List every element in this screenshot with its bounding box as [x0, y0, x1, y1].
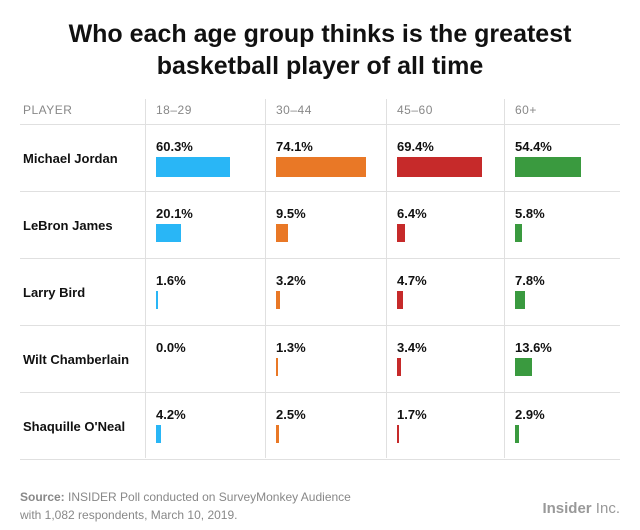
value-bar	[515, 224, 523, 242]
value-bar	[276, 157, 367, 177]
value-label: 2.9%	[515, 407, 545, 422]
value-label: 2.5%	[276, 407, 306, 422]
value-label: 3.4%	[397, 340, 427, 355]
value-bar	[276, 291, 280, 309]
value-bar	[156, 425, 162, 443]
value-bar	[276, 425, 280, 443]
value-label: 60.3%	[156, 139, 193, 154]
value-label: 54.4%	[515, 139, 552, 154]
column-header-player: PLAYER	[23, 103, 73, 117]
column-divider	[386, 99, 387, 458]
value-bar	[515, 157, 582, 177]
value-bar	[397, 157, 482, 177]
column-divider	[265, 99, 266, 458]
value-label: 5.8%	[515, 206, 545, 221]
chart-title-line-2: basketball player of all time	[156, 52, 484, 80]
value-bar	[515, 425, 519, 443]
row-divider	[20, 124, 620, 125]
value-label: 6.4%	[397, 206, 427, 221]
logo-brand: Insider	[542, 500, 592, 517]
value-bar	[397, 425, 400, 443]
value-label: 3.2%	[276, 273, 306, 288]
player-name: Michael Jordan	[23, 151, 118, 166]
insider-logo: Insider Inc.	[542, 500, 620, 517]
value-bar	[276, 358, 278, 376]
column-header-age-3: 45–60	[397, 103, 433, 117]
player-name: LeBron James	[23, 218, 113, 233]
column-header-age-2: 30–44	[276, 103, 312, 117]
column-divider	[504, 99, 505, 458]
row-divider	[20, 258, 620, 259]
value-bar	[397, 291, 403, 309]
chart-title-line-1: Who each age group thinks is the greates…	[68, 20, 572, 48]
source-text-line-2: with 1,082 respondents, March 10, 2019.	[20, 508, 238, 522]
value-label: 1.6%	[156, 273, 186, 288]
value-bar	[276, 224, 288, 242]
value-label: 74.1%	[276, 139, 313, 154]
row-divider	[20, 325, 620, 326]
value-label: 20.1%	[156, 206, 193, 221]
value-label: 13.6%	[515, 340, 552, 355]
column-header-age-4: 60+	[515, 103, 537, 117]
value-bar	[156, 157, 230, 177]
source-label: Source:	[20, 490, 65, 504]
column-header-age-1: 18–29	[156, 103, 192, 117]
player-name: Larry Bird	[23, 285, 86, 300]
value-bar	[397, 358, 402, 376]
value-label: 4.2%	[156, 407, 186, 422]
value-label: 0.0%	[156, 340, 186, 355]
value-label: 1.3%	[276, 340, 306, 355]
value-label: 4.7%	[397, 273, 427, 288]
player-name: Wilt Chamberlain	[23, 352, 130, 367]
value-label: 69.4%	[397, 139, 434, 154]
value-bar	[156, 224, 181, 242]
column-divider	[145, 99, 146, 458]
row-divider	[20, 459, 620, 460]
value-bar	[156, 291, 158, 309]
source-note: Source: INSIDER Poll conducted on Survey…	[20, 488, 351, 524]
value-bar	[515, 358, 532, 376]
value-bar	[515, 291, 525, 309]
source-text: INSIDER Poll conducted on SurveyMonkey A…	[64, 490, 351, 504]
value-label: 7.8%	[515, 273, 545, 288]
row-divider	[20, 191, 620, 192]
value-label: 9.5%	[276, 206, 306, 221]
value-bar	[397, 224, 405, 242]
logo-suffix: Inc.	[591, 500, 620, 517]
row-divider	[20, 392, 620, 393]
value-label: 1.7%	[397, 407, 427, 422]
player-name: Shaquille O'Neal	[23, 419, 126, 434]
